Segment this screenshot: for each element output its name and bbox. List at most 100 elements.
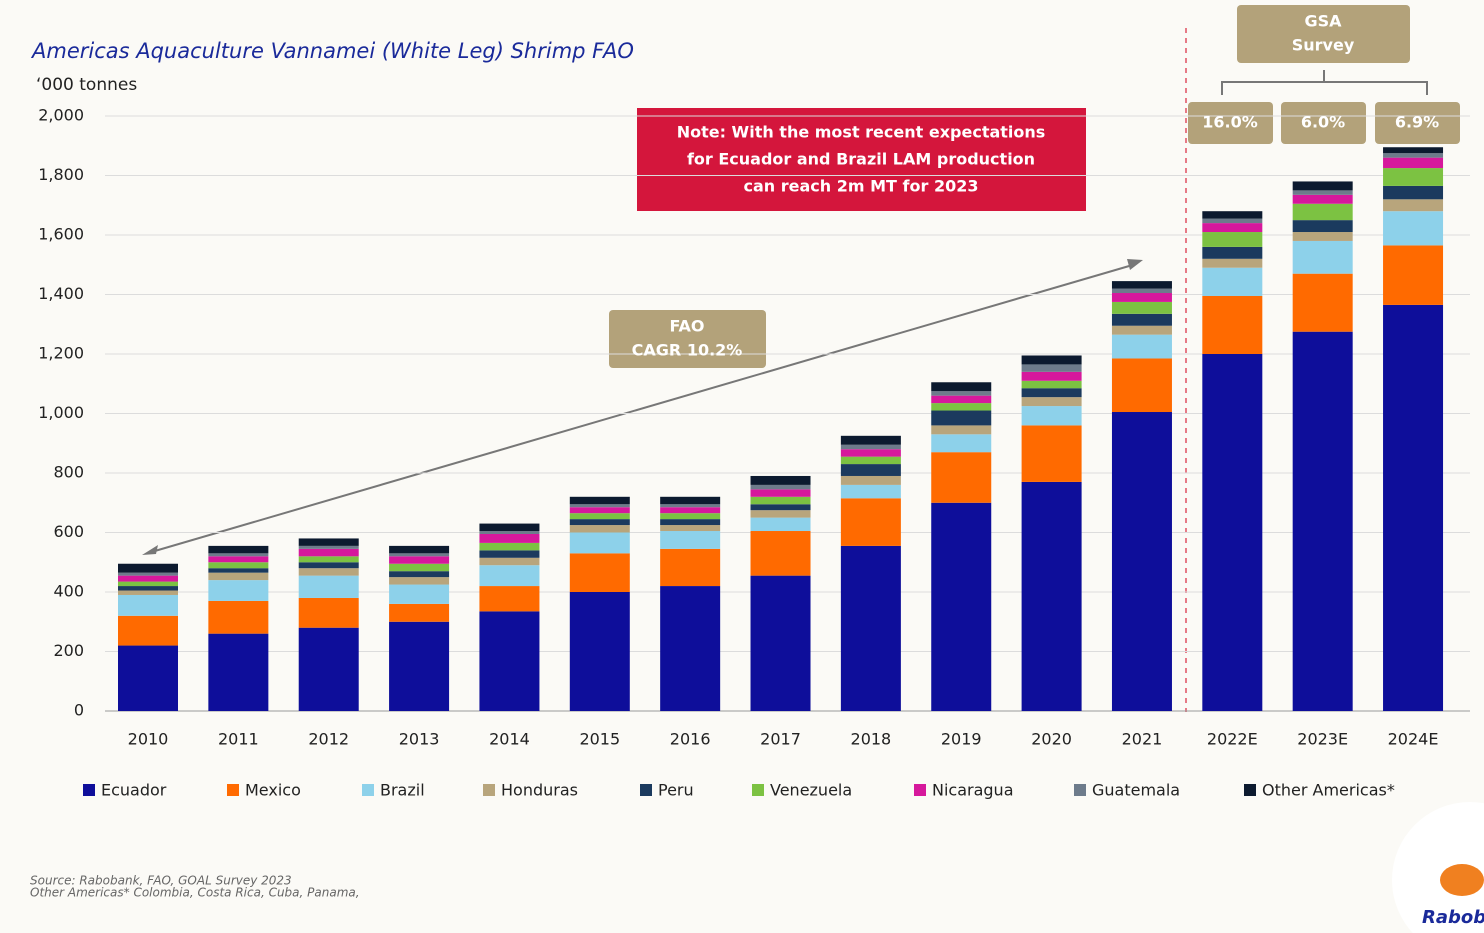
y-tick-label: 1,800 — [38, 165, 84, 184]
bar-segment — [208, 553, 269, 557]
y-tick-label: 1,200 — [38, 344, 84, 363]
bar-segment — [208, 572, 269, 581]
bar-segment — [479, 565, 540, 587]
bar-segment — [1021, 364, 1082, 372]
bar-segment — [118, 572, 178, 576]
bar-segment — [1111, 325, 1172, 335]
fao-text: CAGR 10.2% — [632, 341, 743, 360]
bar-segment — [1202, 246, 1263, 259]
bar-segment — [118, 586, 178, 591]
bar-segment — [750, 475, 811, 485]
bar-segment — [1202, 354, 1263, 711]
bar-segment — [1111, 288, 1172, 294]
bar-segment — [208, 568, 269, 573]
x-tick-label: 2020 — [1031, 730, 1072, 749]
bar-segment — [1111, 313, 1172, 326]
bar-segment — [389, 577, 450, 585]
bar-segment — [931, 434, 992, 453]
bracket — [1221, 70, 1428, 95]
logo-circle — [1392, 802, 1484, 933]
y-tick-label: 0 — [74, 701, 84, 720]
growth-text: 16.0% — [1202, 113, 1258, 132]
bar-segment — [931, 502, 992, 711]
legend-label: Honduras — [501, 781, 578, 800]
legend-swatch — [640, 784, 652, 796]
bar-segment — [569, 525, 630, 533]
bar-segment — [1111, 293, 1172, 302]
bar-segment — [1292, 203, 1353, 221]
arrow-head — [1127, 259, 1143, 270]
y-tick-label: 800 — [53, 463, 84, 482]
bar-segment — [1383, 147, 1444, 154]
bar-segment — [118, 594, 178, 616]
bar-segment — [569, 519, 630, 526]
bar-segment — [479, 533, 540, 543]
chart-title: Americas Aquaculture Vannamei (White Leg… — [30, 39, 634, 63]
bar-segment — [840, 484, 901, 499]
bar-segment — [840, 498, 901, 546]
bar-segment — [479, 557, 540, 566]
y-tick-label: 600 — [53, 522, 84, 541]
bar-segment — [840, 464, 901, 476]
legend-label: Nicaragua — [932, 781, 1014, 800]
bar-segment — [1111, 412, 1172, 711]
bar-segment — [298, 575, 359, 598]
bar-segment — [1383, 185, 1444, 200]
bar-segment — [840, 475, 901, 485]
x-tick-label: 2017 — [760, 730, 801, 749]
legend-swatch — [752, 784, 764, 796]
note-text: can reach 2m MT for 2023 — [744, 177, 979, 196]
bar-segment — [1021, 355, 1082, 365]
bar-segment — [298, 568, 359, 576]
bar-segment — [298, 538, 359, 546]
bar-segment — [569, 507, 630, 514]
bar-segment — [1383, 168, 1444, 186]
bar-segment — [479, 550, 540, 558]
source-text: Source: Rabobank, FAO, GOAL Survey 2023 — [30, 874, 292, 888]
bar-segment — [1292, 220, 1353, 233]
bar-segment — [569, 513, 630, 520]
y-tick-label: 1,000 — [38, 403, 84, 422]
bar-segment — [750, 489, 811, 497]
bar-segment — [389, 563, 450, 572]
growth-box — [1375, 102, 1460, 144]
bar-segment — [208, 545, 269, 554]
x-tick-label: 2012 — [308, 730, 349, 749]
bar-segment — [118, 645, 178, 711]
bar-segment — [1111, 334, 1172, 359]
bar-segment — [1021, 481, 1082, 711]
legend-label: Peru — [658, 781, 694, 800]
bar-segment — [750, 496, 811, 505]
bar-segment — [931, 382, 992, 392]
legend-swatch — [83, 784, 95, 796]
bar-segment — [1292, 190, 1353, 195]
growth-box — [1188, 102, 1273, 144]
bar-segment — [1202, 232, 1263, 247]
bar-segment — [389, 584, 450, 604]
legend-swatch — [483, 784, 495, 796]
bar-segment — [298, 627, 359, 711]
bar-segment — [660, 496, 721, 505]
x-tick-label: 2016 — [670, 730, 711, 749]
x-tick-label: 2010 — [128, 730, 169, 749]
bar-segment — [1292, 232, 1353, 241]
bar-segment — [479, 611, 540, 711]
bar-segment — [1383, 199, 1444, 212]
x-tick-label: 2024E — [1388, 730, 1439, 749]
bar-segment — [750, 484, 811, 490]
bar-segment — [1111, 281, 1172, 289]
y-tick-label: 400 — [53, 582, 84, 601]
bar-segment — [298, 556, 359, 563]
legend-label: Venezuela — [770, 781, 852, 800]
bar-segment — [1383, 245, 1444, 305]
bar-segment — [660, 504, 721, 508]
bar-segment — [389, 556, 450, 564]
legend-swatch — [1074, 784, 1086, 796]
y-tick-label: 1,400 — [38, 284, 84, 303]
bar-segment — [660, 519, 721, 526]
bar-segment — [118, 563, 178, 573]
logo-text: Raboba — [1422, 907, 1484, 928]
bar-segment — [660, 586, 721, 711]
bar-segment — [479, 523, 540, 532]
